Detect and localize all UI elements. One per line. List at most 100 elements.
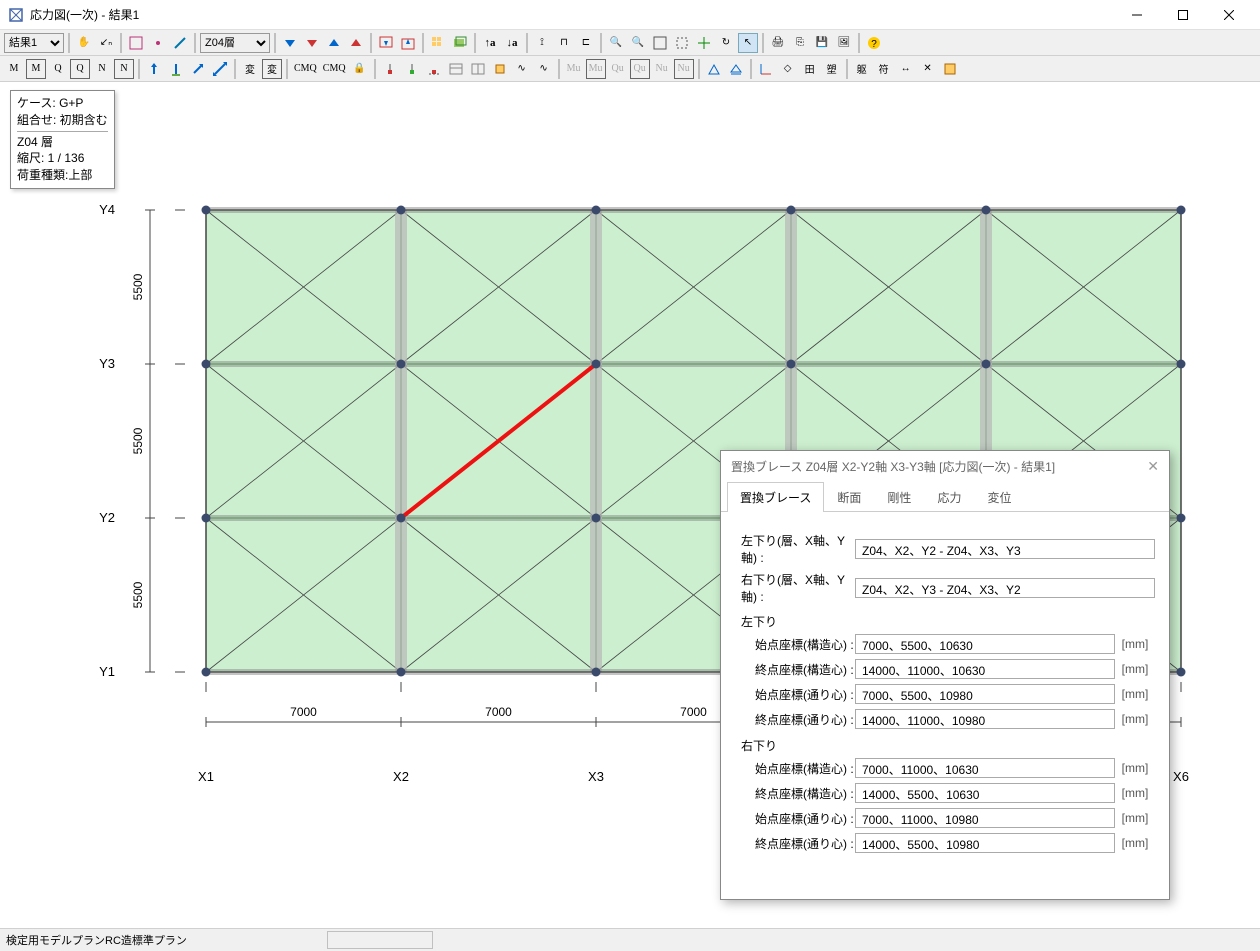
tb-copy-icon[interactable]: ⎘ [790, 33, 810, 53]
tb2-cmq-1[interactable]: CMQ [321, 59, 348, 79]
tb-zoom-out-icon[interactable]: 🔍 [628, 33, 648, 53]
tb2-misc1[interactable]: ∿ [512, 59, 532, 79]
dialog-tab-1[interactable]: 断面 [824, 482, 874, 512]
tb-span2-icon[interactable]: ⊏ [576, 33, 596, 53]
tb-rotate-icon[interactable]: ↻ [716, 33, 736, 53]
svg-text:X6: X6 [1173, 769, 1189, 784]
maximize-button[interactable] [1160, 0, 1206, 30]
tb2-check-5[interactable]: Nu [674, 59, 694, 79]
toolbar-2: MMQQNN 変変 CMQCMQ 🔒 ∿ ∿ MuMuQuQuNuNu ◇ 田 … [0, 56, 1260, 82]
tb2-s2[interactable]: 田 [800, 59, 820, 79]
tb-img-icon[interactable]: 🖼 [834, 33, 854, 53]
dialog-tabs: 置換ブレース断面剛性応力変位 [721, 481, 1169, 512]
tb2-misc2[interactable]: ∿ [534, 59, 554, 79]
tb2-cmq-0[interactable]: CMQ [292, 59, 319, 79]
tb-export-down-icon[interactable] [376, 33, 396, 53]
tb2-check-4[interactable]: Nu [652, 59, 672, 79]
tb2-arrow-diag[interactable] [188, 59, 208, 79]
result-select[interactable]: 結果1 [4, 33, 64, 53]
tb-print-icon[interactable]: 🖨 [768, 33, 788, 53]
dlg-field: 7000、5500、10630 [855, 634, 1115, 654]
tb2-mqn-2[interactable]: Q [48, 59, 68, 79]
tb2-check-1[interactable]: Mu [586, 59, 606, 79]
tb2-mqn-0[interactable]: M [4, 59, 24, 79]
dialog-tab-2[interactable]: 剛性 [874, 482, 924, 512]
tb-pan-icon[interactable] [694, 33, 714, 53]
svg-text:7000: 7000 [680, 705, 707, 719]
tb-text-a-icon[interactable]: ↑a [480, 33, 500, 53]
tb2-check-3[interactable]: Qu [630, 59, 650, 79]
tb2-axis-icon[interactable] [756, 59, 776, 79]
dlg-field: 14000、5500、10630 [855, 783, 1115, 803]
tb-hand-icon[interactable]: ✋ [74, 33, 94, 53]
tb2-deform-1[interactable]: 変 [262, 59, 282, 79]
tb2-mqn-3[interactable]: Q [70, 59, 90, 79]
tb2-support1[interactable] [704, 59, 724, 79]
window-title: 応力図(一次) - 結果1 [30, 6, 1114, 23]
tb2-section-icon[interactable] [490, 59, 510, 79]
tb2-s3[interactable]: 塑 [822, 59, 842, 79]
tb2-end-1[interactable]: 符 [874, 59, 894, 79]
tb-frame-icon[interactable] [126, 33, 146, 53]
tb-cursor-icon[interactable]: ↖ [738, 33, 758, 53]
tb-member-icon[interactable] [170, 33, 190, 53]
svg-text:5500: 5500 [131, 581, 145, 608]
tb-grid-icon[interactable] [428, 33, 448, 53]
dlg-unit: [mm] [1115, 836, 1155, 850]
tb-span-icon[interactable]: ⊓ [554, 33, 574, 53]
svg-text:5500: 5500 [131, 427, 145, 454]
tb2-pin-g[interactable] [402, 59, 422, 79]
tb-save-icon[interactable]: 💾 [812, 33, 832, 53]
tb2-pin-dash[interactable] [424, 59, 444, 79]
tb-up-red-icon[interactable] [346, 33, 366, 53]
tb-measure2-icon[interactable]: ⟟ [532, 33, 552, 53]
statusbar: 検定用モデルプランRC造標準プラン [0, 928, 1260, 951]
dialog-tab-3[interactable]: 応力 [924, 482, 974, 512]
tb-text-a2-icon[interactable]: ↓a [502, 33, 522, 53]
dlg-field: Z04、X2、Y3 - Z04、X3、Y2 [855, 578, 1155, 598]
tb2-support2[interactable] [726, 59, 746, 79]
tb-up-blue-icon[interactable] [324, 33, 344, 53]
dlg-field: Z04、X2、Y2 - Z04、X3、Y3 [855, 539, 1155, 559]
tb-layer-icon[interactable] [450, 33, 470, 53]
tb2-end-2[interactable]: ↔ [896, 59, 916, 79]
tb-down-red-icon[interactable] [302, 33, 322, 53]
tb-node-icon[interactable] [148, 33, 168, 53]
close-button[interactable] [1206, 0, 1252, 30]
tb2-s1[interactable]: ◇ [778, 59, 798, 79]
tb2-calc-icon[interactable] [940, 59, 960, 79]
minimize-button[interactable] [1114, 0, 1160, 30]
tb2-table2-icon[interactable] [468, 59, 488, 79]
tb2-arrow-both[interactable] [210, 59, 230, 79]
dlg-label: 始点座標(通り心) : [735, 810, 855, 827]
dlg-label: 終点座標(構造心) : [735, 661, 855, 678]
tb-export-up-icon[interactable] [398, 33, 418, 53]
tb2-mqn-5[interactable]: N [114, 59, 134, 79]
tb2-end-0[interactable]: 躯 [852, 59, 872, 79]
tb-zoom-in-icon[interactable]: 🔍 [606, 33, 626, 53]
tb2-arrow-up[interactable] [144, 59, 164, 79]
tb2-arrow-down[interactable] [166, 59, 186, 79]
tb-help-icon[interactable]: ? [864, 33, 884, 53]
tb2-pin-r[interactable] [380, 59, 400, 79]
tb2-mqn-4[interactable]: N [92, 59, 112, 79]
tb2-mqn-1[interactable]: M [26, 59, 46, 79]
dialog-tab-0[interactable]: 置換ブレース [727, 482, 824, 512]
dialog-tab-4[interactable]: 変位 [974, 482, 1024, 512]
tb-measure-icon[interactable]: ↙ₙ [96, 33, 116, 53]
tb2-table1-icon[interactable] [446, 59, 466, 79]
dialog-close-button[interactable]: ✕ [1147, 458, 1159, 475]
tb2-end-3[interactable]: ✕ [918, 59, 938, 79]
tb-zoom-fit-icon[interactable] [650, 33, 670, 53]
tb2-check-2[interactable]: Qu [608, 59, 628, 79]
dlg-label: 始点座標(構造心) : [735, 636, 855, 653]
dlg-field: 14000、11000、10630 [855, 659, 1115, 679]
properties-dialog: 置換ブレース Z04層 X2-Y2軸 X3-Y3軸 [応力図(一次) - 結果1… [720, 450, 1170, 900]
tb2-deform-0[interactable]: 変 [240, 59, 260, 79]
tb-zoom-window-icon[interactable] [672, 33, 692, 53]
tb-down-blue-icon[interactable] [280, 33, 300, 53]
layer-select[interactable]: Z04層 [200, 33, 270, 53]
tb2-lock-icon[interactable]: 🔒 [350, 59, 370, 79]
dlg-label: 終点座標(構造心) : [735, 785, 855, 802]
tb2-check-0[interactable]: Mu [564, 59, 584, 79]
